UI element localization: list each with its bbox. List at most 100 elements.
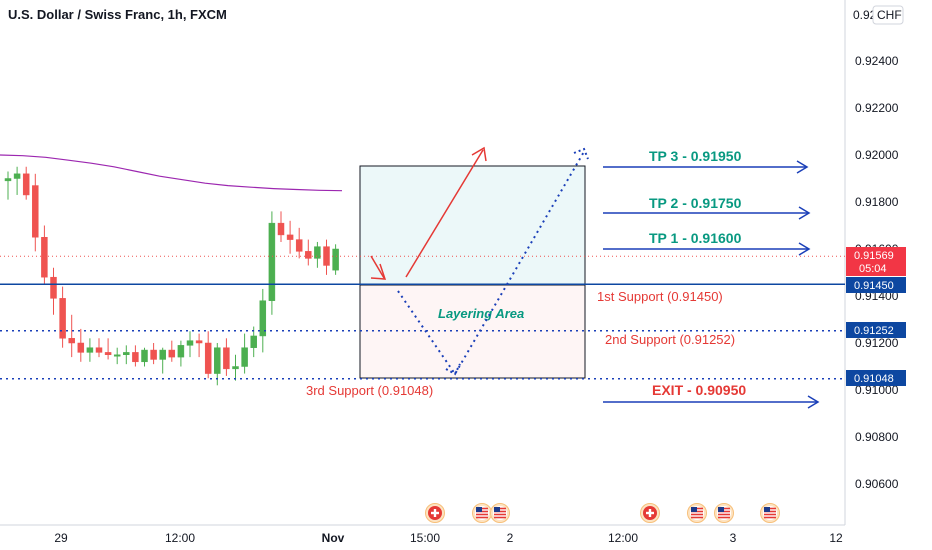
candle-body <box>86 347 94 353</box>
event-icons[interactable] <box>425 503 780 523</box>
candle-body <box>286 234 294 240</box>
us-flag-icon[interactable] <box>490 503 510 523</box>
price-tick-label: 0.92400 <box>855 54 899 68</box>
candle-body <box>22 173 30 196</box>
us-flag-stripe <box>494 516 506 519</box>
candle-body <box>332 248 339 271</box>
moving-average-line <box>0 154 343 192</box>
support1-label: 1st Support (0.91450) <box>597 289 723 304</box>
current-price-value: 0.91569 <box>854 250 894 262</box>
current-price-badge <box>846 247 906 276</box>
support1-badge <box>846 277 906 293</box>
us-flag-icon[interactable] <box>714 503 734 523</box>
time-tick-label: Nov <box>322 531 345 545</box>
candle-body <box>186 340 194 346</box>
layering-zone <box>359 284 586 379</box>
red-entry-arrow <box>370 255 385 279</box>
us-flag-canton <box>494 507 500 512</box>
time-tick-label: 15:00 <box>410 531 440 545</box>
candle-body <box>295 239 303 252</box>
currency-badge-label[interactable]: CHF <box>877 8 902 22</box>
time-tick-label: 2 <box>507 531 514 545</box>
levels-layer <box>0 255 845 380</box>
tp3-arrowhead <box>796 160 809 174</box>
us-flag-canton <box>718 507 724 512</box>
moving-average-layer <box>0 154 343 192</box>
red-entry-arrowhead <box>370 263 387 280</box>
swiss-cross-h <box>646 511 654 515</box>
countdown-value: 05:04 <box>859 263 887 275</box>
candle-body <box>59 298 66 339</box>
candle-body <box>168 349 176 358</box>
timezone-corner-box[interactable] <box>846 526 932 550</box>
tp1-arrowhead <box>798 242 811 256</box>
time-tick-label: 29 <box>54 531 68 545</box>
exit-arrowhead <box>807 395 820 409</box>
time-tick-label: 12 <box>829 531 843 545</box>
support2-badge-value: 0.91252 <box>854 325 894 337</box>
us-flag-canton <box>476 507 482 512</box>
swiss-cross-h <box>431 511 439 515</box>
candle-body <box>104 352 112 355</box>
time-axis[interactable]: 29 12:00 Nov 15:00 2 12:00 3 12 <box>54 531 843 545</box>
support3-label: 3rd Support (0.91048) <box>306 383 433 398</box>
candle-body <box>195 340 203 344</box>
candle-body <box>32 185 39 238</box>
price-tick-label: 0.91800 <box>855 195 899 209</box>
us-flag-stripe <box>764 516 776 519</box>
candle-body <box>113 354 121 357</box>
us-flag-stripe <box>718 516 730 519</box>
candle-body <box>214 347 221 374</box>
swiss-flag-icon[interactable] <box>425 503 445 523</box>
red-bullish-arrowhead <box>471 146 487 162</box>
candle-body <box>123 352 130 355</box>
tp2-label: TP 2 - 0.91750 <box>649 195 742 211</box>
candle-body <box>150 349 157 360</box>
candle-body <box>13 173 21 179</box>
candle-body <box>132 352 139 363</box>
price-tick-label: 0.92000 <box>855 148 899 162</box>
time-tick-label: 3 <box>730 531 737 545</box>
candle-body <box>141 349 148 363</box>
us-flag-stripe <box>494 513 506 516</box>
currency-badge-box[interactable] <box>872 5 904 25</box>
projection-arrows <box>370 146 589 376</box>
tp3-label: TP 3 - 0.91950 <box>649 148 742 164</box>
price-tick-label: 0.91000 <box>855 383 899 397</box>
price-axis[interactable]: 0.924000.922000.920000.918000.916000.914… <box>855 54 899 491</box>
us-flag-stripe <box>691 516 703 519</box>
currency-selector[interactable]: CHF <box>872 5 904 25</box>
candle-body <box>250 335 257 348</box>
candle-body <box>68 338 75 344</box>
swiss-flag-icon[interactable] <box>640 503 660 523</box>
candle-body <box>277 222 285 236</box>
us-flag-icon[interactable] <box>472 503 492 523</box>
us-flag-stripe <box>764 513 776 516</box>
candle-body <box>259 300 267 337</box>
red-bullish-arrow <box>405 149 484 278</box>
support2-label: 2nd Support (0.91252) <box>605 332 735 347</box>
price-tick-label: 0.90600 <box>855 477 899 491</box>
chart-title: U.S. Dollar / Swiss Franc, 1h, FXCM <box>8 7 227 22</box>
candle-body <box>159 349 166 360</box>
us-flag-canton <box>691 507 697 512</box>
candle-body <box>314 246 321 259</box>
price-tick-label: 0.92200 <box>855 101 899 115</box>
time-tick-label: 12:00 <box>165 531 195 545</box>
tp1-label: TP 1 - 0.91600 <box>649 230 742 246</box>
candle-body <box>177 345 185 358</box>
price-tick-label: 0.90800 <box>855 430 899 444</box>
candle-body <box>4 178 12 182</box>
support3-badge <box>846 370 906 386</box>
us-flag-stripe <box>718 513 730 516</box>
us-flag-icon[interactable] <box>687 503 707 523</box>
layering-area-label: Layering Area <box>438 306 524 321</box>
candle-body <box>241 347 248 367</box>
candle-body <box>232 366 239 370</box>
support3-badge-value: 0.91048 <box>854 373 894 385</box>
candle-body <box>95 347 103 353</box>
blue-dotted-arrowhead-top <box>573 147 589 160</box>
us-flag-icon[interactable] <box>760 503 780 523</box>
blue-dotted-arrowhead-bottom <box>445 363 461 376</box>
